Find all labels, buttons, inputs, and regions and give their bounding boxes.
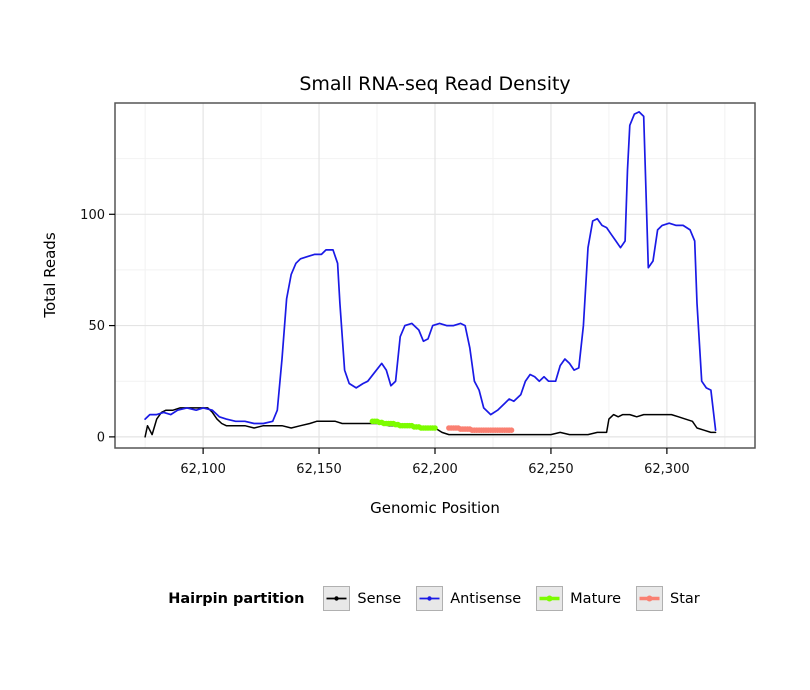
legend-label-antisense: Antisense [450, 590, 522, 607]
y-tick-label: 100 [80, 208, 105, 223]
series-point-star [508, 427, 515, 434]
read-density-chart: 62,100 62,150 62,200 62,250 62,300 0 50 100 Sma… [41, 73, 756, 517]
legend: Hairpin partition Sense Antisense Mature St… [0, 586, 810, 611]
legend-label-star: Star [670, 590, 700, 607]
legend-item-sense: Sense [323, 586, 401, 611]
legend-label-sense: Sense [357, 590, 402, 607]
x-tick-label: 62,250 [528, 462, 574, 477]
plot-layers: 62,100 62,150 62,200 62,250 62,300 0 50 100 [80, 102, 756, 477]
y-axis-title: Total Reads [41, 232, 59, 318]
y-tick-label: 0 [97, 430, 105, 445]
x-tick-label: 62,150 [296, 462, 342, 477]
x-tick-label: 62,100 [180, 462, 226, 477]
legend-item-star: Star [636, 586, 700, 611]
y-tick-label: 50 [88, 319, 105, 334]
legend-label-mature: Mature [570, 590, 622, 607]
legend-item-mature: Mature [536, 586, 621, 611]
x-axis-title: Genomic Position [370, 499, 500, 517]
legend-key-antisense [416, 586, 444, 611]
x-tick-label: 62,300 [644, 462, 690, 477]
legend-key-star [636, 586, 664, 611]
series-point-mature [432, 425, 438, 431]
chart-title: Small RNA-seq Read Density [299, 73, 570, 95]
legend-key-sense [323, 586, 351, 611]
legend-items: Sense Antisense Mature Star [323, 586, 700, 611]
series-line-antisense [144, 111, 717, 432]
legend-title: Hairpin partition [168, 590, 305, 607]
legend-key-mature [536, 586, 564, 611]
x-tick-label: 62,200 [412, 462, 458, 477]
legend-item-antisense: Antisense [416, 586, 521, 611]
